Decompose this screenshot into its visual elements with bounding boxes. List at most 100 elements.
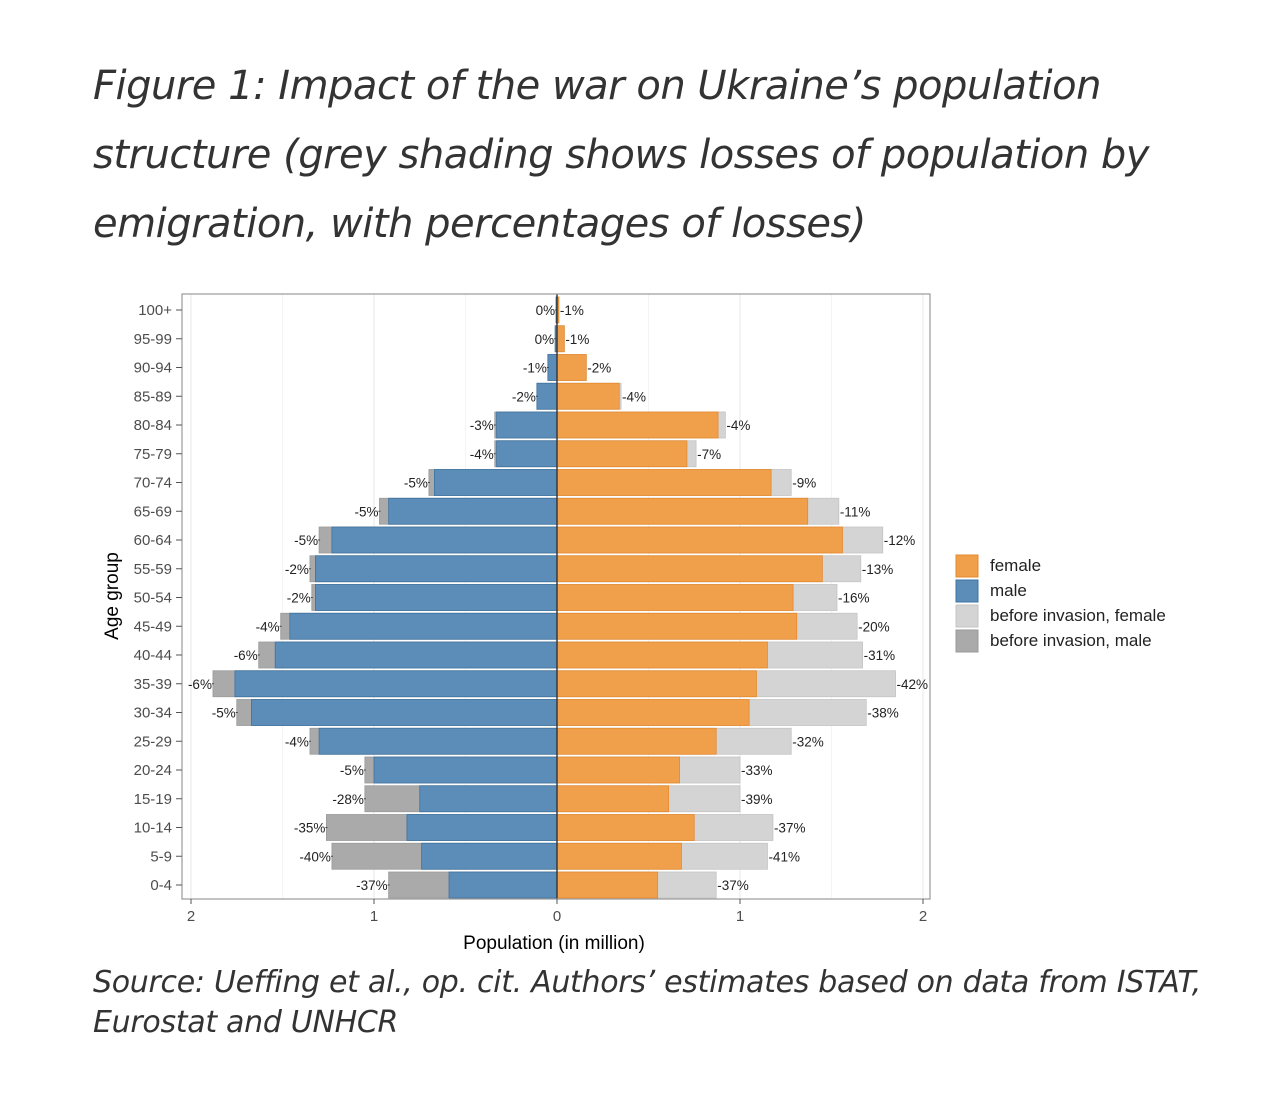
- bar-female-20-24: [556, 756, 681, 784]
- y-tick-label: 60-64: [134, 532, 172, 549]
- female-loss-label: -33%: [741, 763, 773, 778]
- female-loss-label: -31%: [864, 648, 896, 663]
- female-loss-label: -12%: [884, 533, 916, 548]
- bar-male-60-64: [331, 526, 558, 554]
- y-axis-tick-labels: 0-4 5-9 10-14 15-19 20-24 25-29 30-34 35-39 40-4…: [134, 302, 182, 894]
- male-loss-label: -40%: [299, 849, 331, 864]
- x-axis-title: Population (in million): [463, 933, 645, 954]
- female-loss-label: -39%: [741, 792, 773, 807]
- population-pyramid-chart: -37% -37% -40% -41% -35% -37% -28% -39% -5% -33% -…: [102, 293, 1166, 954]
- bar-female-10-14: [556, 814, 695, 841]
- bar-male-5-9: [421, 842, 558, 870]
- x-tick-label: 0: [553, 908, 561, 925]
- bar-female-25-29: [556, 727, 717, 755]
- legend-label: male: [990, 581, 1027, 600]
- x-tick-label: 1: [736, 908, 744, 925]
- male-loss-label: -4%: [285, 734, 309, 749]
- y-tick-label: 75-79: [134, 446, 172, 463]
- bar-female-5-9: [556, 842, 682, 870]
- female-loss-label: -1%: [565, 332, 589, 347]
- bar-female-85-89: [556, 382, 620, 410]
- figure-title: Figure 1: Impact of the war on Ukraine’s…: [93, 63, 1149, 247]
- bar-female-40-44: [556, 641, 768, 669]
- bar-male-25-29: [318, 727, 558, 755]
- male-loss-label: -28%: [332, 792, 364, 807]
- bar-female-90-94: [556, 354, 587, 381]
- female-loss-label: -37%: [774, 821, 806, 836]
- female-loss-label: -1%: [560, 303, 584, 318]
- male-loss-label: -5%: [212, 706, 236, 721]
- bar-female-15-19: [556, 785, 670, 813]
- male-loss-label: -2%: [285, 562, 309, 577]
- y-tick-label: 55-59: [134, 561, 172, 578]
- figure-source: Source: Ueffing et al., op. cit. Authors…: [93, 965, 1202, 1040]
- bar-female-70-74: [556, 469, 772, 496]
- female-loss-label: -38%: [867, 706, 899, 721]
- bar-female-45-49: [556, 612, 798, 640]
- bar-male-90-94: [547, 354, 558, 381]
- bar-male-85-89: [536, 382, 558, 410]
- y-tick-label: 50-54: [134, 590, 172, 607]
- male-loss-label: -6%: [234, 648, 258, 663]
- female-loss-label: -4%: [726, 418, 750, 433]
- male-loss-label: -5%: [294, 533, 318, 548]
- male-loss-label: -35%: [294, 821, 326, 836]
- female-loss-label: -7%: [697, 447, 721, 462]
- legend-label: before invasion, male: [990, 631, 1152, 650]
- male-loss-label: -5%: [354, 504, 378, 519]
- y-tick-label: 15-19: [134, 791, 172, 808]
- female-loss-label: -37%: [717, 878, 749, 893]
- male-loss-label: -2%: [287, 591, 311, 606]
- bar-male-0-4: [448, 871, 558, 899]
- y-tick-label: 90-94: [134, 360, 172, 377]
- bar-male-65-69: [388, 497, 558, 525]
- legend-swatch: [955, 604, 979, 628]
- bar-female-55-59: [556, 555, 823, 583]
- male-loss-label: -5%: [340, 763, 364, 778]
- y-tick-label: 5-9: [150, 848, 172, 865]
- bar-female-30-34: [556, 699, 750, 726]
- y-tick-label: 100+: [138, 302, 172, 319]
- x-axis-tick-labels: 2 1 0 1 2: [187, 899, 927, 925]
- legend-swatch: [955, 629, 979, 653]
- y-tick-label: 95-99: [134, 331, 172, 348]
- male-loss-label: -2%: [512, 389, 536, 404]
- male-loss-label: -4%: [470, 447, 494, 462]
- female-loss-label: -20%: [858, 619, 890, 634]
- panel-border: [181, 293, 931, 900]
- x-tick-label: 2: [919, 908, 927, 925]
- female-loss-label: -9%: [792, 476, 816, 491]
- y-axis-title: Age group: [102, 552, 123, 640]
- female-loss-label: -16%: [838, 591, 870, 606]
- x-tick-label: 1: [370, 908, 378, 925]
- x-tick-label: 2: [187, 908, 195, 925]
- y-tick-label: 45-49: [134, 618, 172, 635]
- bar-female-0-4: [556, 871, 659, 899]
- bar-female-50-54: [556, 584, 794, 611]
- bar-male-40-44: [274, 641, 558, 669]
- bar-male-80-84: [496, 411, 558, 439]
- bar-male-20-24: [373, 756, 558, 784]
- legend-label: female: [990, 556, 1041, 575]
- y-tick-label: 20-24: [134, 762, 172, 779]
- bar-female-95-99: [556, 325, 565, 353]
- female-loss-label: -41%: [768, 849, 800, 864]
- y-tick-label: 30-34: [134, 705, 172, 722]
- bar-male-30-34: [250, 699, 558, 726]
- bar-male-35-39: [234, 670, 558, 698]
- bar-female-35-39: [556, 670, 757, 698]
- y-tick-label: 85-89: [134, 388, 172, 405]
- bar-female-75-79: [556, 440, 688, 468]
- female-loss-label: -11%: [840, 504, 871, 519]
- legend-swatch: [955, 579, 979, 603]
- male-loss-label: -5%: [404, 476, 428, 491]
- female-loss-label: -13%: [862, 562, 894, 577]
- bar-female-80-84: [556, 411, 719, 439]
- female-loss-label: -2%: [587, 361, 611, 376]
- y-tick-label: 40-44: [134, 647, 172, 664]
- male-loss-label: -3%: [470, 418, 494, 433]
- bar-female-65-69: [556, 497, 809, 525]
- male-loss-label: -1%: [523, 361, 547, 376]
- bar-male-70-74: [433, 469, 558, 496]
- male-loss-label: 0%: [536, 303, 556, 318]
